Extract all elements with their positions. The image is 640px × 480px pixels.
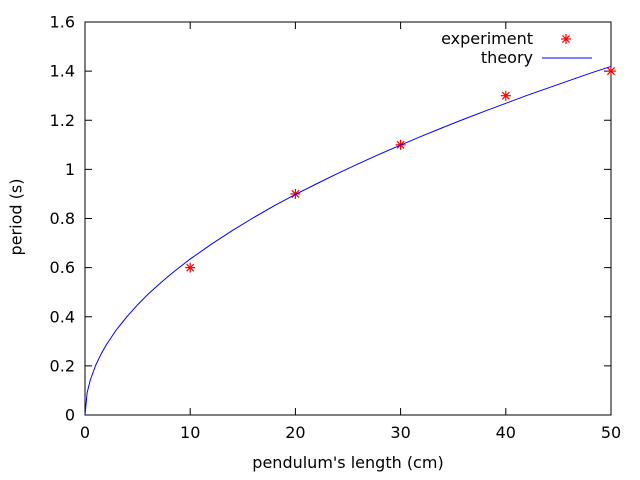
plot-border xyxy=(84,21,612,416)
x-tick-label: 0 xyxy=(80,423,90,442)
legend-label-experiment: experiment xyxy=(441,29,533,48)
theory-curve xyxy=(84,65,612,416)
y-tick-label: 1.6 xyxy=(50,13,75,32)
asterisk-stroke xyxy=(501,91,510,100)
x-tick-label: 50 xyxy=(601,423,621,442)
series-layer xyxy=(84,65,616,416)
y-tick-label: 0.4 xyxy=(50,307,75,326)
legend-label-theory: theory xyxy=(481,48,533,67)
experiment-point xyxy=(185,262,196,273)
y-tick-label: 1.4 xyxy=(50,62,75,81)
y-tick-label: 0.2 xyxy=(50,356,75,375)
legend-samples-layer xyxy=(542,34,592,59)
legend-marker-sample xyxy=(561,34,571,44)
x-axis-label: pendulum's length (cm) xyxy=(252,453,443,472)
x-tick-label: 20 xyxy=(285,423,305,442)
y-tick-label: 0 xyxy=(65,406,75,425)
y-tick-label: 0.6 xyxy=(50,258,75,277)
experiment-point xyxy=(606,66,616,77)
x-tick-label: 30 xyxy=(390,423,410,442)
asterisk-stroke xyxy=(561,34,571,44)
axes-layer: 0 10 20 30 40 50 0 0.2 0.4 0.6 0.8 1 1.2 1.4 1.6 xyxy=(50,13,622,443)
y-tick-label: 1.2 xyxy=(50,111,75,130)
x-tick-label: 10 xyxy=(180,423,200,442)
y-axis-label: period (s) xyxy=(7,179,26,256)
y-tick-label: 1 xyxy=(65,160,75,179)
x-tick-label: 40 xyxy=(496,423,516,442)
y-tick-label: 0.8 xyxy=(50,209,75,228)
asterisk-stroke xyxy=(186,263,195,272)
experiment-point xyxy=(500,90,511,101)
asterisk-stroke xyxy=(606,67,616,76)
